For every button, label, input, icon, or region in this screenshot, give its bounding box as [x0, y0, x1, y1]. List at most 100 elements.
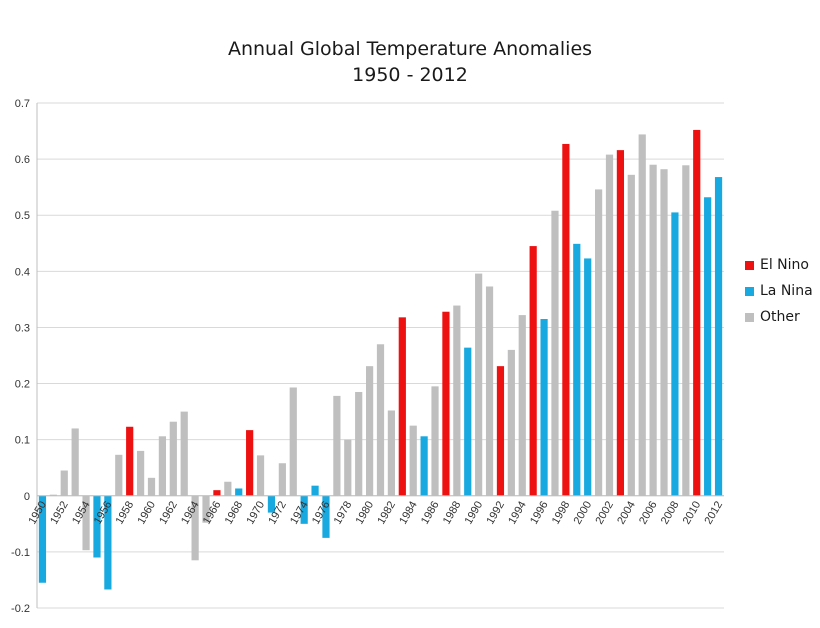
- legend-item-other: Other: [745, 304, 813, 330]
- y-tick-label: 0.2: [15, 379, 30, 391]
- bar: [213, 490, 221, 496]
- bar: [376, 344, 385, 496]
- x-tick-label: 1952: [48, 499, 71, 526]
- y-tick-label: -0.1: [11, 547, 30, 559]
- bar: [311, 485, 319, 496]
- x-tick-label: 1984: [397, 499, 420, 526]
- legend: El Nino La Nina Other: [745, 252, 813, 330]
- x-tick-label: 1990: [463, 499, 486, 526]
- bar: [551, 210, 559, 496]
- y-tick-label: 0.3: [15, 322, 30, 334]
- x-tick-label: 2000: [572, 499, 595, 526]
- bar: [671, 212, 679, 496]
- bar: [60, 470, 68, 496]
- bar: [180, 411, 188, 496]
- bar: [115, 454, 123, 496]
- bar: [136, 450, 145, 496]
- bar: [38, 495, 47, 583]
- bar: [431, 386, 439, 496]
- bar: [344, 439, 352, 496]
- bar: [104, 495, 112, 590]
- x-tick-label: 1970: [245, 499, 268, 526]
- x-tick-label: 2004: [615, 499, 638, 526]
- x-tick-label: 1998: [550, 499, 573, 526]
- x-tick-label: 1960: [135, 499, 158, 526]
- bar: [246, 430, 254, 496]
- bar: [82, 495, 90, 551]
- x-tick-label: 1992: [484, 499, 507, 526]
- x-tick-labels: 1950 1952 1954 1956 1958 1960 1962 1964 1966 1968…: [26, 499, 725, 526]
- bar: [714, 177, 723, 496]
- x-tick-label: 2008: [659, 499, 682, 526]
- bar: [322, 495, 330, 538]
- bar: [126, 426, 134, 496]
- x-tick-label: 1996: [528, 499, 551, 526]
- bar: [594, 189, 603, 496]
- bar: [300, 495, 308, 524]
- bar: [224, 481, 232, 496]
- legend-swatch-el-nino: [745, 260, 754, 270]
- bar: [540, 319, 548, 496]
- legend-swatch-other: [745, 312, 754, 322]
- bar: [649, 164, 657, 496]
- bar: [605, 154, 614, 496]
- bar: [256, 455, 265, 496]
- bar: [398, 317, 406, 496]
- chart-title: Annual Global Temperature Anomalies: [227, 38, 593, 60]
- x-tick-label: 1980: [354, 499, 377, 526]
- bar: [278, 463, 286, 496]
- bar: [169, 421, 177, 496]
- y-tick-label: 0: [24, 491, 30, 503]
- x-tick-label: 2012: [703, 499, 726, 526]
- bar: [693, 129, 701, 496]
- legend-item-la-nina: La Nina: [745, 278, 813, 304]
- bar: [638, 134, 646, 496]
- bar: [355, 391, 363, 496]
- legend-label-other: Other: [760, 309, 800, 325]
- x-tick-label: 1986: [419, 499, 442, 526]
- bar: [365, 366, 374, 496]
- x-tick-label: 1994: [506, 499, 529, 526]
- x-tick-label: 1968: [223, 499, 246, 526]
- bar: [682, 165, 690, 496]
- bar: [573, 243, 581, 496]
- bar: [49, 494, 57, 496]
- bar: [529, 246, 537, 496]
- legend-label-la-nina: La Nina: [760, 283, 813, 299]
- x-tick-label: 1982: [375, 499, 398, 526]
- bar: [93, 495, 101, 558]
- x-tick-label: 1962: [157, 499, 180, 526]
- bar: [158, 436, 167, 496]
- y-tick-label: 0.6: [15, 154, 30, 166]
- bar: [627, 174, 635, 496]
- axes: [36, 103, 724, 608]
- legend-item-el-nino: El Nino: [745, 252, 813, 278]
- x-tick-label: 1958: [114, 499, 137, 526]
- bar: [409, 425, 417, 496]
- legend-label-el-nino: El Nino: [760, 257, 809, 273]
- bar: [475, 273, 483, 496]
- bar: [147, 477, 156, 496]
- y-tick-label: 0.4: [15, 266, 30, 278]
- bar: [71, 428, 79, 496]
- x-tick-label: 1978: [332, 499, 355, 526]
- bar: [485, 286, 494, 496]
- bar: [704, 197, 712, 496]
- bar: [464, 347, 472, 496]
- x-tick-label: 2006: [637, 499, 660, 526]
- bar: [453, 305, 461, 496]
- bar: [289, 387, 297, 496]
- bar: [235, 488, 243, 496]
- bar: [387, 410, 396, 496]
- bar: [518, 315, 526, 496]
- x-tick-label: 2002: [593, 499, 616, 526]
- y-tick-label: -0.2: [11, 603, 30, 615]
- x-tick-label: 2010: [681, 499, 704, 526]
- y-tick-labels: 0.7 0.6 0.5 0.4 0.3 0.2 0.1 0 -0.1 -0.2: [11, 98, 30, 615]
- bars: [38, 129, 723, 590]
- bar: [562, 143, 570, 496]
- bar: [202, 495, 210, 523]
- bar: [420, 436, 428, 496]
